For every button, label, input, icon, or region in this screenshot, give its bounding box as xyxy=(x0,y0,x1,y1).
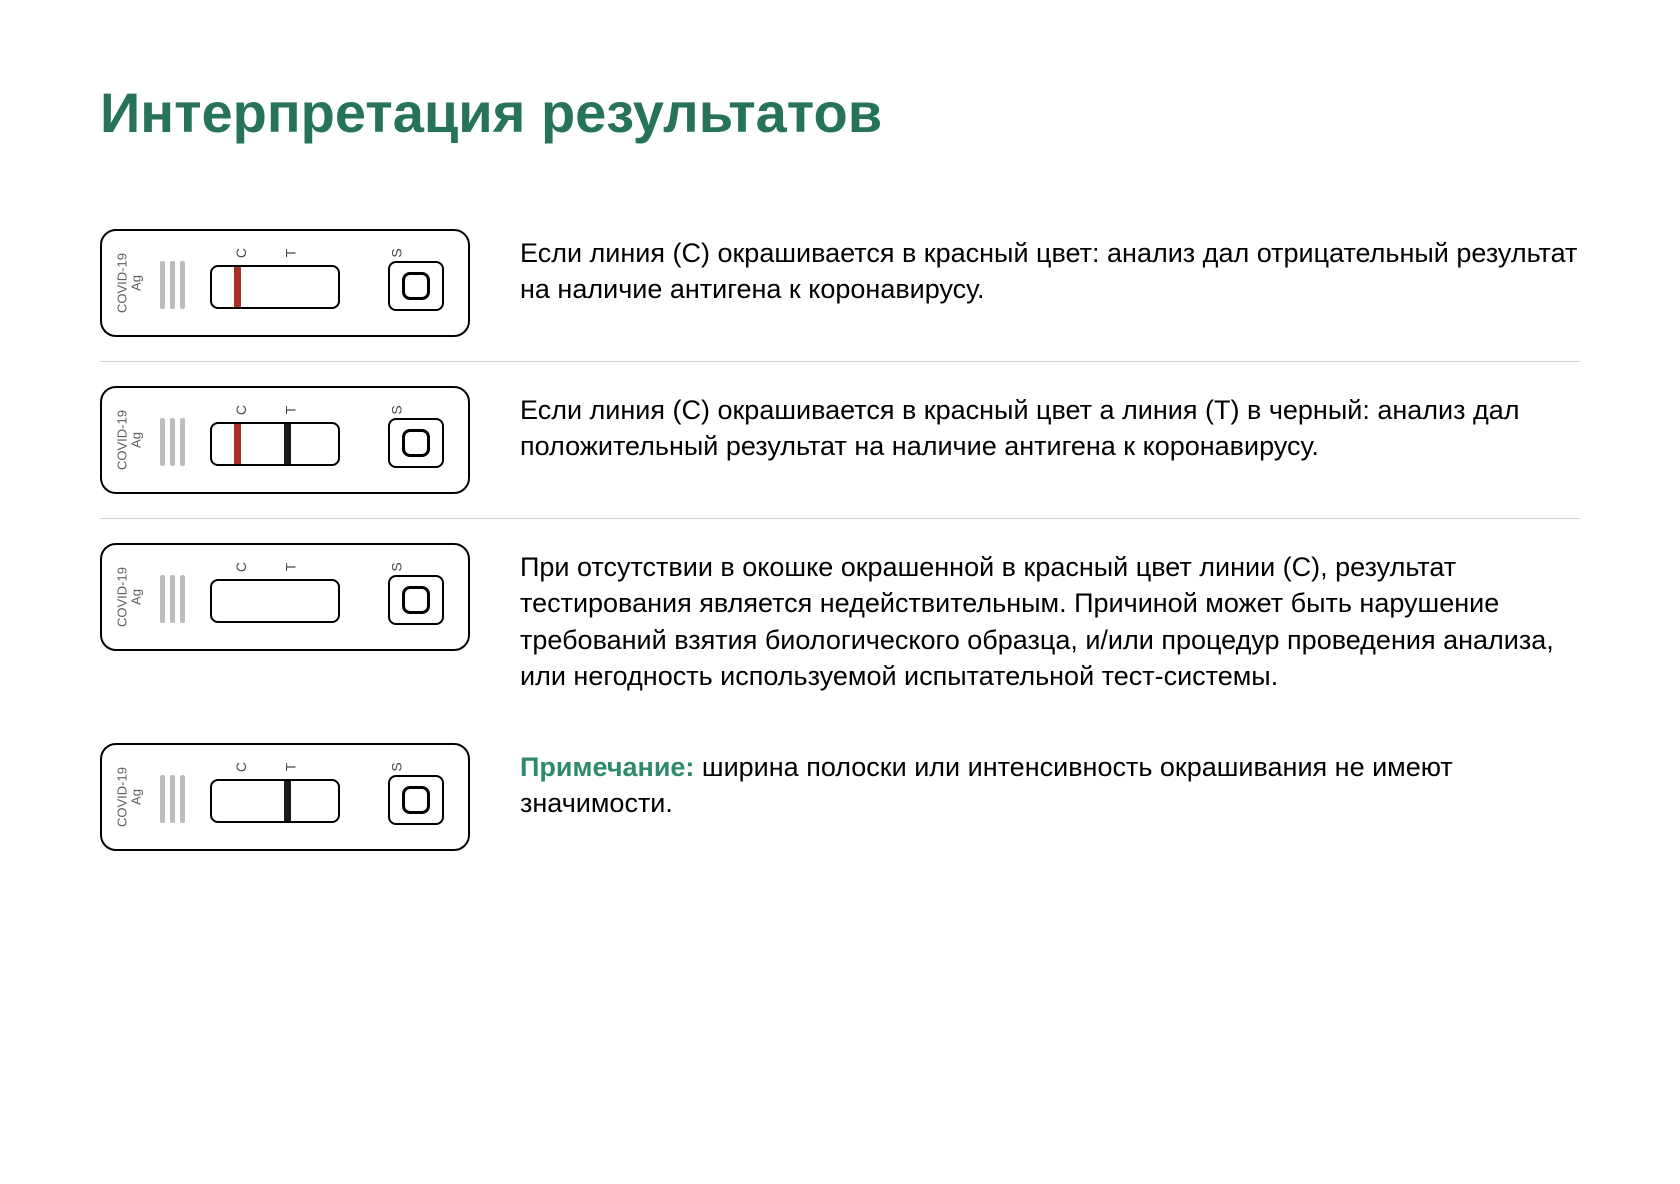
result-description: Примечание: ширина полоски или интенсивн… xyxy=(520,743,1580,822)
cassette-grip xyxy=(160,575,185,623)
label-t: T xyxy=(282,406,298,415)
label-t: T xyxy=(282,563,298,572)
sample-well-inner xyxy=(402,429,430,457)
cassette-brand: COVID-19Ag xyxy=(116,243,145,323)
sample-well xyxy=(388,775,444,825)
cassette-wrap: COVID-19Ag C T S xyxy=(100,543,470,651)
cassette-grip xyxy=(160,775,185,823)
brand-line1: COVID-19 xyxy=(115,767,130,827)
test-cassette: COVID-19Ag C T S xyxy=(100,386,470,494)
sample-well xyxy=(388,418,444,468)
label-s: S xyxy=(389,405,405,414)
cassette-grip xyxy=(160,261,185,309)
result-row: COVID-19Ag C T S Примечание: ширина полоски … xyxy=(100,719,1580,875)
label-c: C xyxy=(233,248,249,258)
result-description: Если линия (С) окрашивается в красный цв… xyxy=(520,229,1580,308)
results-container: COVID-19AgCTSЕсли линия (С) окрашивается… xyxy=(100,205,1580,875)
cassette-wrap: COVID-19Ag C T S xyxy=(100,386,470,494)
brand-line2: Ag xyxy=(129,589,144,605)
result-row: COVID-19Ag C T S Если линия (С) окрашивается… xyxy=(100,205,1580,361)
brand-line2: Ag xyxy=(129,432,144,448)
test-cassette: COVID-19Ag C T S xyxy=(100,543,470,651)
brand-line1: COVID-19 xyxy=(115,253,130,313)
sample-well-inner xyxy=(402,786,430,814)
t-line xyxy=(284,781,291,821)
result-window xyxy=(210,779,340,823)
label-c: C xyxy=(233,405,249,415)
label-c: C xyxy=(233,762,249,772)
c-line xyxy=(234,267,241,307)
test-cassette: COVID-19Ag C T S xyxy=(100,743,470,851)
cassette-wrap: COVID-19Ag C T S xyxy=(100,229,470,337)
result-window xyxy=(210,265,340,309)
sample-well-inner xyxy=(402,272,430,300)
cassette-brand: COVID-19Ag xyxy=(116,757,145,837)
cassette-brand: COVID-19Ag xyxy=(116,557,145,637)
sample-well xyxy=(388,575,444,625)
label-s: S xyxy=(389,562,405,571)
result-row: COVID-19Ag C T S При отсутствии в окошке окр… xyxy=(100,519,1580,719)
label-t: T xyxy=(282,762,298,771)
label-s: S xyxy=(389,248,405,257)
brand-line1: COVID-19 xyxy=(115,410,130,470)
label-s: S xyxy=(389,762,405,771)
page-title: Интерпретация результатов xyxy=(100,80,1580,145)
result-window xyxy=(210,422,340,466)
label-t: T xyxy=(282,249,298,258)
cassette-grip xyxy=(160,418,185,466)
test-cassette: COVID-19Ag C T S xyxy=(100,229,470,337)
brand-line1: COVID-19 xyxy=(115,567,130,627)
t-line xyxy=(284,424,291,464)
result-row: COVID-19Ag C T S Если линия (С) окрашивается… xyxy=(100,362,1580,518)
sample-well-inner xyxy=(402,586,430,614)
cassette-wrap: COVID-19Ag C T S xyxy=(100,743,470,851)
note-label: Примечание: xyxy=(520,752,694,782)
c-line xyxy=(234,424,241,464)
brand-line2: Ag xyxy=(129,275,144,291)
brand-line2: Ag xyxy=(129,789,144,805)
result-description: Если линия (С) окрашивается в красный цв… xyxy=(520,386,1580,465)
label-c: C xyxy=(233,562,249,572)
sample-well xyxy=(388,261,444,311)
result-window xyxy=(210,579,340,623)
cassette-brand: COVID-19Ag xyxy=(116,400,145,480)
result-description: При отсутствии в окошке окрашенной в кра… xyxy=(520,543,1580,695)
